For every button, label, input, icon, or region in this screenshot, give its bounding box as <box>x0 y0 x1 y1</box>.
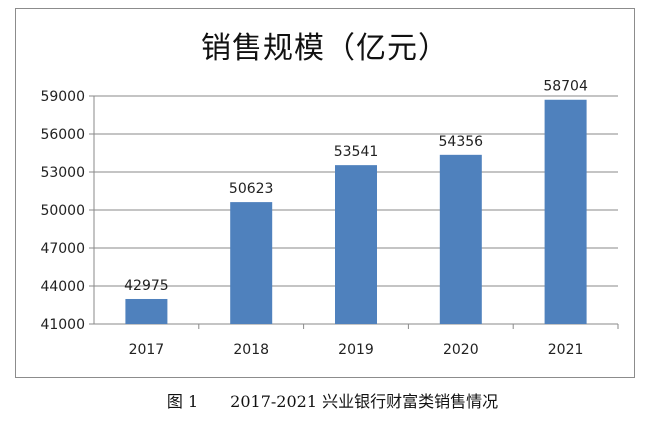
chart-frame: 销售规模（亿元） 41000 44000 47000 50000 53000 56000 5… <box>15 8 635 378</box>
y-tick-label: 47000 <box>40 241 85 257</box>
data-label: 42975 <box>124 278 169 294</box>
y-tick-label: 41000 <box>40 317 85 333</box>
x-tick-label: 2017 <box>129 342 165 358</box>
figure-caption: 图 1 2017-2021 兴业银行财富类销售情况 <box>0 388 665 412</box>
bar-2020 <box>439 154 482 324</box>
data-label: 53541 <box>334 144 379 160</box>
caption-text: 2017-2021 兴业银行财富类销售情况 <box>230 392 499 411</box>
y-tick-label: 59000 <box>40 89 85 105</box>
bar-2019 <box>335 165 377 324</box>
y-tick-label: 53000 <box>40 165 85 181</box>
bar-2017 <box>125 298 168 324</box>
x-tick-label: 2020 <box>443 342 479 358</box>
x-tick-label: 2019 <box>338 342 374 358</box>
bar-chart-plot: 41000 44000 47000 50000 53000 56000 59000 42975… <box>40 79 619 358</box>
bar-2021 <box>544 99 587 325</box>
y-tick-label: 44000 <box>40 279 85 295</box>
caption-number: 图 1 <box>166 392 199 411</box>
bar-2018 <box>230 202 273 324</box>
data-label: 58704 <box>543 79 588 95</box>
y-tick-label: 56000 <box>40 127 85 143</box>
data-label: 54356 <box>439 134 484 150</box>
chart-title: 销售规模（亿元） <box>201 31 449 66</box>
y-tick-label: 50000 <box>40 203 85 219</box>
x-tick-label: 2021 <box>548 342 584 358</box>
x-tick-label: 2018 <box>233 342 269 358</box>
data-label: 50623 <box>229 181 274 197</box>
